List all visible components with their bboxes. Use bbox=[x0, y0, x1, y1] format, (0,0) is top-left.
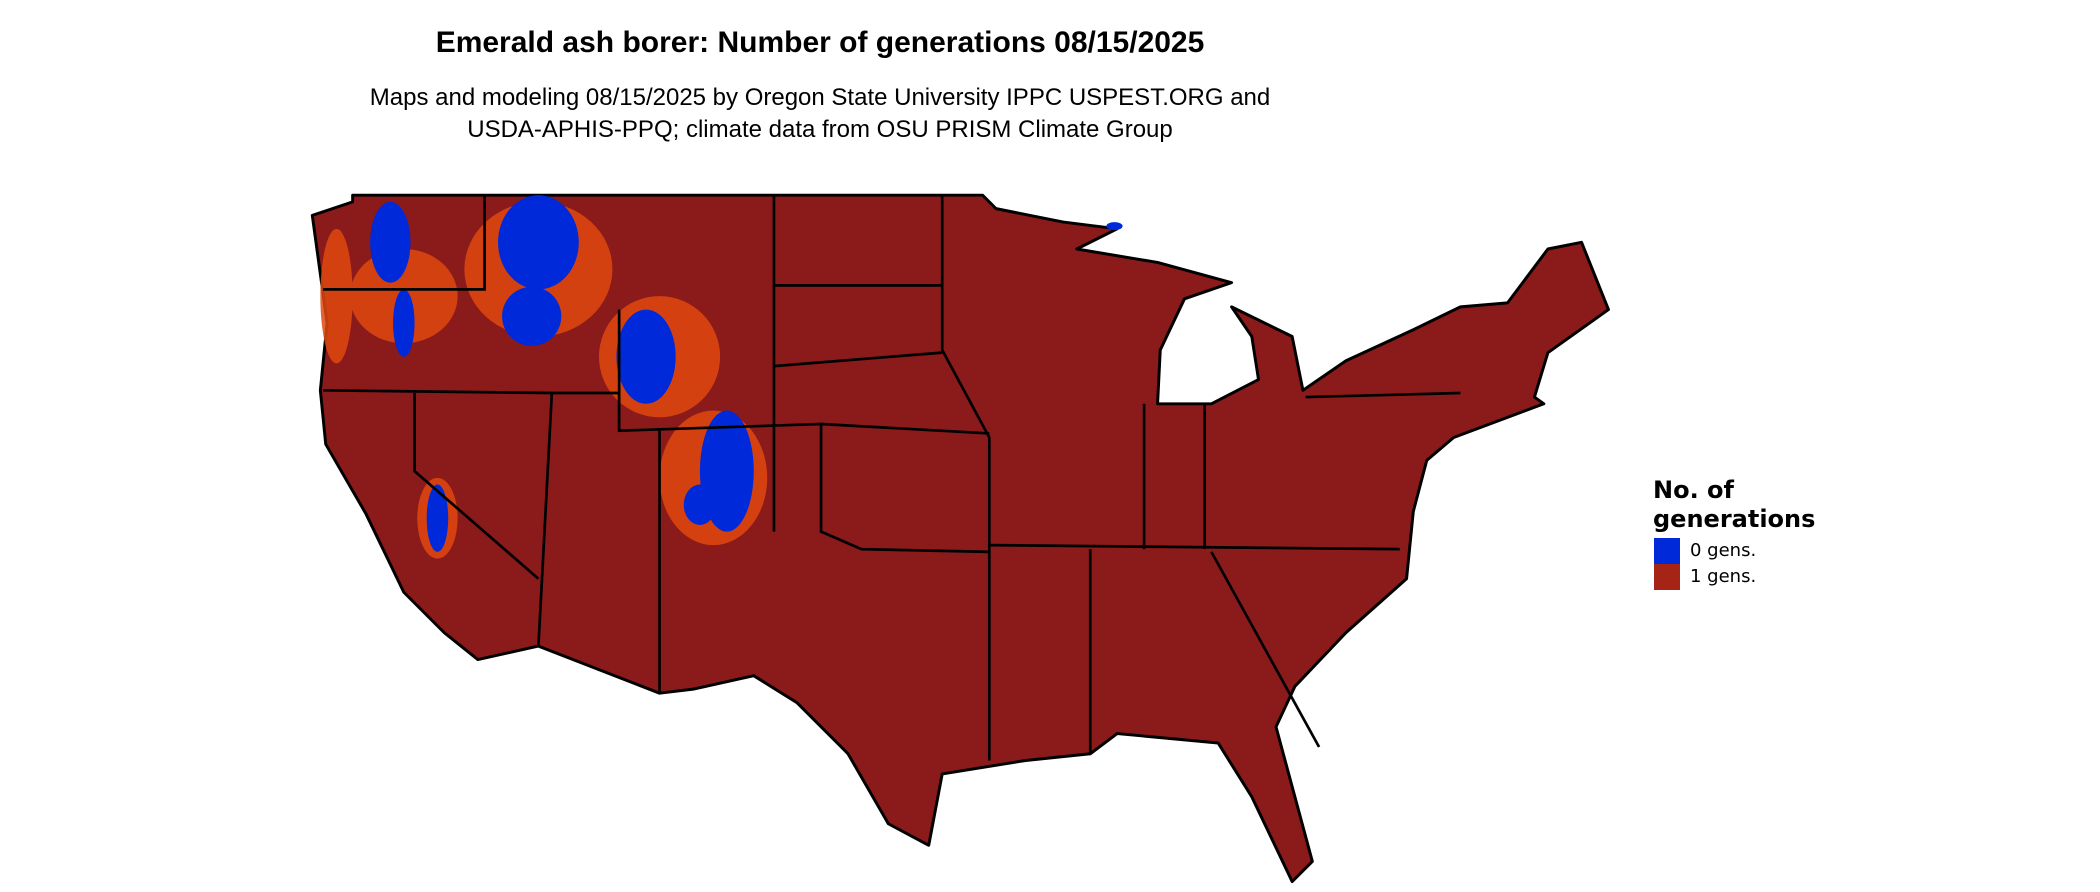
legend-title: No. of generations bbox=[1653, 476, 1815, 534]
map-subtitle-line2: USDA-APHIS-PPQ; climate data from OSU PR… bbox=[467, 116, 1173, 143]
legend-label-1-gens: 1 gens. bbox=[1690, 566, 1757, 587]
legend-title-line2: generations bbox=[1653, 505, 1816, 533]
state-borders bbox=[323, 195, 1461, 761]
legend-swatch-1-gens bbox=[1654, 564, 1680, 590]
zero-generation-areas bbox=[370, 195, 1123, 552]
legend-swatch-0-gens bbox=[1654, 538, 1680, 564]
legend-label-0-gens: 0 gens. bbox=[1690, 540, 1757, 561]
legend-title-line1: No. of bbox=[1653, 476, 1734, 504]
map-subtitle-line1: Maps and modeling 08/15/2025 by Oregon S… bbox=[369, 84, 1271, 111]
map-title: Emerald ash borer: Number of generations… bbox=[435, 26, 1205, 59]
